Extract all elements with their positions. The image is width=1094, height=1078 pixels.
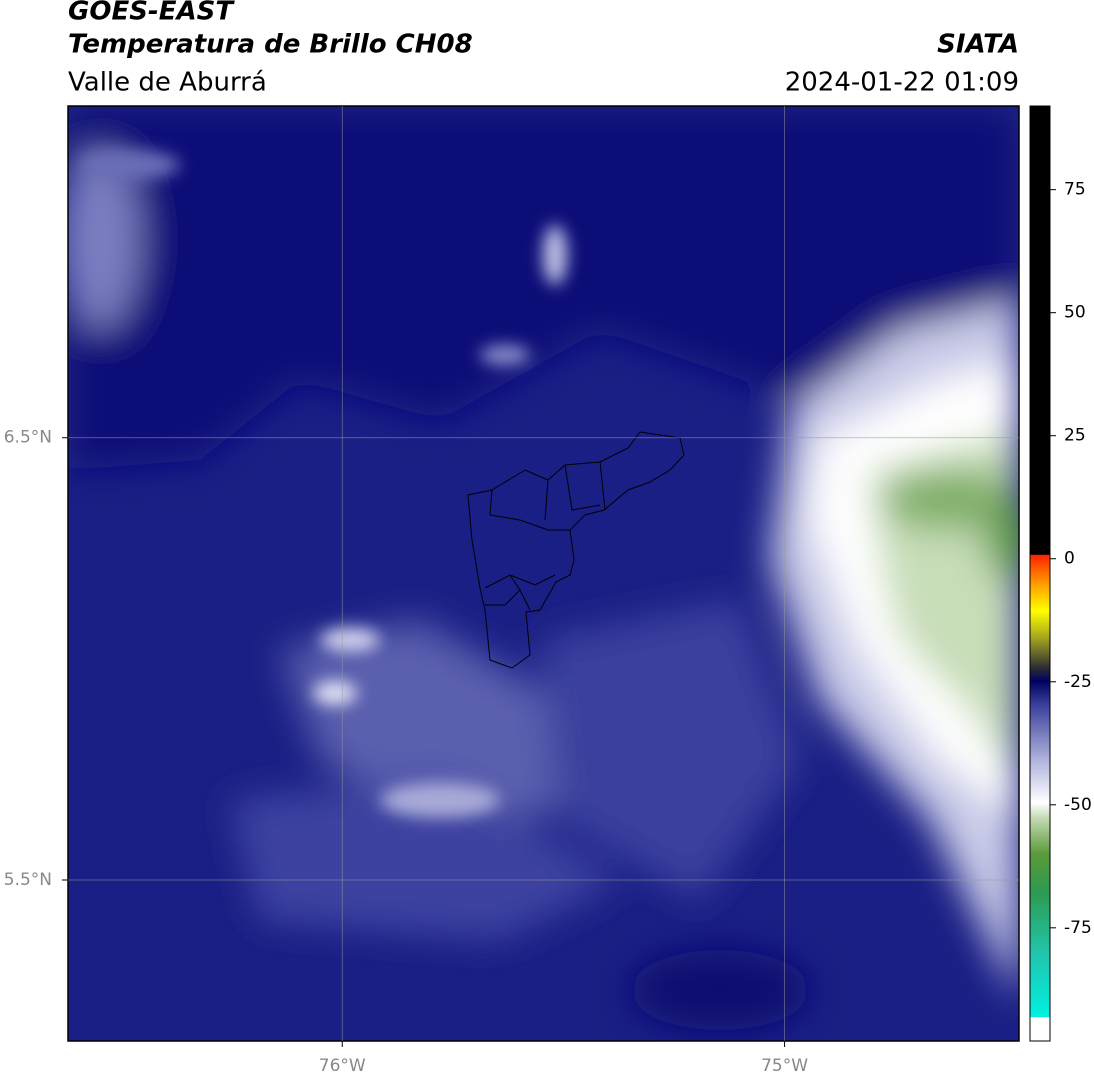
colorbar-tick-label: 75 xyxy=(1064,180,1086,200)
title: GOES-EAST xyxy=(68,0,235,27)
colorbar-tick-label: 50 xyxy=(1064,303,1086,323)
colorbar-tick-label: -75 xyxy=(1064,918,1092,938)
source: SIATA xyxy=(937,30,1019,60)
map-frame xyxy=(67,105,1020,1042)
x-tick-label: 76°W xyxy=(319,1056,366,1076)
region-boundary xyxy=(467,431,685,669)
colorbar-tick-label: 25 xyxy=(1064,426,1086,446)
subtitle: Temperatura de Brillo CH08 xyxy=(68,30,473,60)
colorbar-tick-label: -50 xyxy=(1064,795,1092,815)
x-tick-label: 75°W xyxy=(761,1056,808,1076)
region: Valle de Aburrá xyxy=(68,68,267,98)
colorbar-tick-label: 0 xyxy=(1064,549,1075,569)
timestamp: 2024-01-22 01:09 xyxy=(785,68,1019,98)
colorbar xyxy=(1029,105,1051,1042)
y-tick-label: 5.5°N xyxy=(4,870,52,890)
colorbar-tick-label: -25 xyxy=(1064,672,1092,692)
y-tick-label: 6.5°N xyxy=(4,428,52,448)
satellite-image xyxy=(68,106,1019,1041)
